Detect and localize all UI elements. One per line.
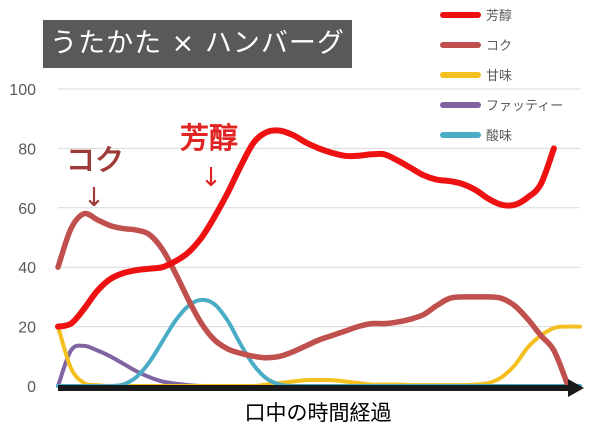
- chart-title: うたかた × ハンバーグ: [43, 20, 352, 68]
- annotation-houjun: 芳醇 ↓: [180, 121, 238, 193]
- x-axis-arrowhead: [568, 379, 584, 397]
- legend-item-5: 酸味: [440, 129, 512, 144]
- annotation-koku: コク ↓: [66, 143, 124, 213]
- series-line-1: [55, 127, 557, 330]
- y-tick-label-20: 20: [18, 320, 36, 337]
- series-line-2: [55, 210, 570, 386]
- y-axis-ticks: 0 20 40 60 80 100: [9, 82, 36, 396]
- x-axis: [58, 379, 584, 397]
- legend-item-2: コク: [440, 39, 512, 54]
- legend-item-3: 甘味: [440, 69, 512, 84]
- legend-label: 甘味: [486, 69, 512, 84]
- legend-label: 芳醇: [486, 8, 512, 24]
- annotation-houjun-arrow: ↓: [200, 163, 222, 193]
- y-tick-label-80: 80: [18, 141, 36, 158]
- y-tick-label-60: 60: [18, 201, 36, 218]
- y-tick-label-40: 40: [18, 260, 36, 277]
- series-lines: [55, 127, 582, 389]
- y-tick-label-100: 100: [9, 82, 36, 99]
- legend-label: 酸味: [486, 129, 512, 144]
- annotation-koku-arrow: ↓: [83, 183, 105, 213]
- annotation-koku-label: コク: [66, 143, 124, 177]
- y-tick-label-0: 0: [27, 379, 36, 396]
- legend-item-1: 芳醇: [440, 8, 512, 24]
- legend-item-4: ファッティー: [440, 99, 563, 114]
- annotation-houjun-label: 芳醇: [180, 121, 238, 155]
- legend-label: コク: [486, 39, 512, 54]
- legend-label: ファッティー: [486, 99, 563, 114]
- x-axis-label: 口中の時間経過: [245, 401, 392, 425]
